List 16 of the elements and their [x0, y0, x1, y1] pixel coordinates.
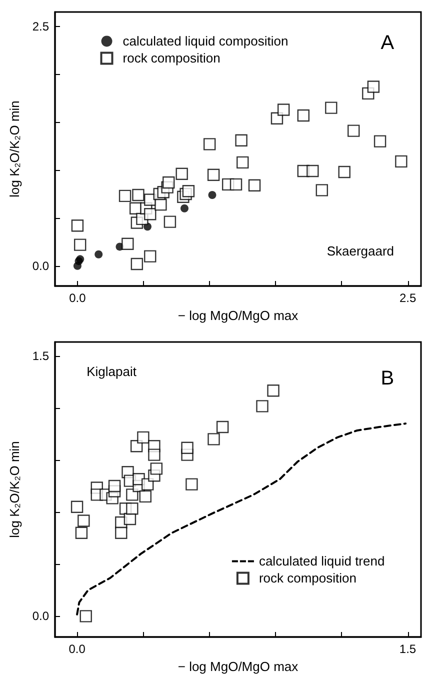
y-tick-label: 0.0 [32, 609, 50, 624]
y-axis-title: log K₂O/K₂O min [7, 441, 22, 538]
x-axis-title: − log MgO/MgO max [178, 658, 299, 674]
legend-label: calculated liquid composition [122, 34, 288, 49]
annotation: Skaergaard [326, 243, 394, 258]
annotation: B [380, 368, 394, 390]
y-axis-title: log K₂O/K₂O min [7, 100, 22, 198]
x-axis-title: − log MgO/MgO max [178, 308, 299, 323]
legend-label: calculated liquid trend [258, 554, 385, 569]
y-tick-label: 1.5 [32, 348, 50, 363]
y-tick-label: 2.5 [32, 19, 50, 34]
legend-label: rock composition [122, 50, 220, 66]
annotation: A [380, 32, 395, 54]
legend-label: rock composition [258, 570, 356, 586]
y-tick-label: 0.0 [32, 258, 50, 273]
annotation: Kiglapait [86, 364, 137, 380]
